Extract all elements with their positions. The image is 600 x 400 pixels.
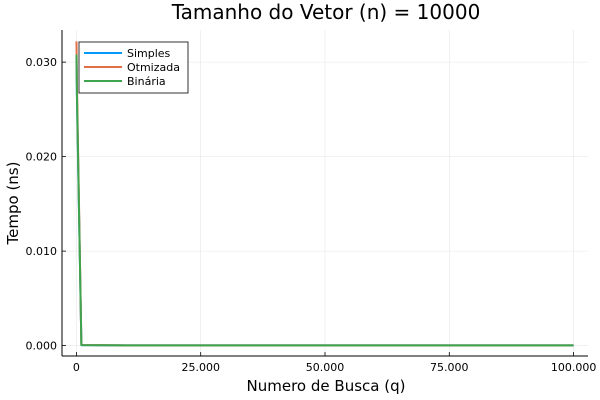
series-line-binária (75, 54, 574, 347)
y-axis-label: Tempo (ns) (4, 162, 22, 246)
ticks: 0 25.000 50.000 75.000 100.000 0.000 0.010 0.02… (26, 56, 597, 374)
series-lines (75, 41, 574, 347)
x-tick-label: 50.000 (306, 361, 345, 374)
x-axis-label: Numero de Busca (q) (247, 377, 406, 395)
x-tick-label: 0 (73, 361, 80, 374)
legend-label: Binária (127, 75, 166, 88)
y-tick-label: 0.010 (26, 245, 58, 258)
y-tick-label: 0.020 (26, 151, 58, 164)
chart-title: Tamanho do Vetor (n) = 10000 (171, 0, 481, 24)
legend-label: Otmizada (127, 61, 180, 74)
y-tick-label: 0.000 (26, 340, 58, 353)
x-tick-label: 75.000 (430, 361, 469, 374)
y-tick-label: 0.030 (26, 56, 58, 69)
x-tick-label: 25.000 (181, 361, 220, 374)
legend-label: Simples (127, 47, 171, 60)
x-tick-label: 100.000 (551, 361, 597, 374)
